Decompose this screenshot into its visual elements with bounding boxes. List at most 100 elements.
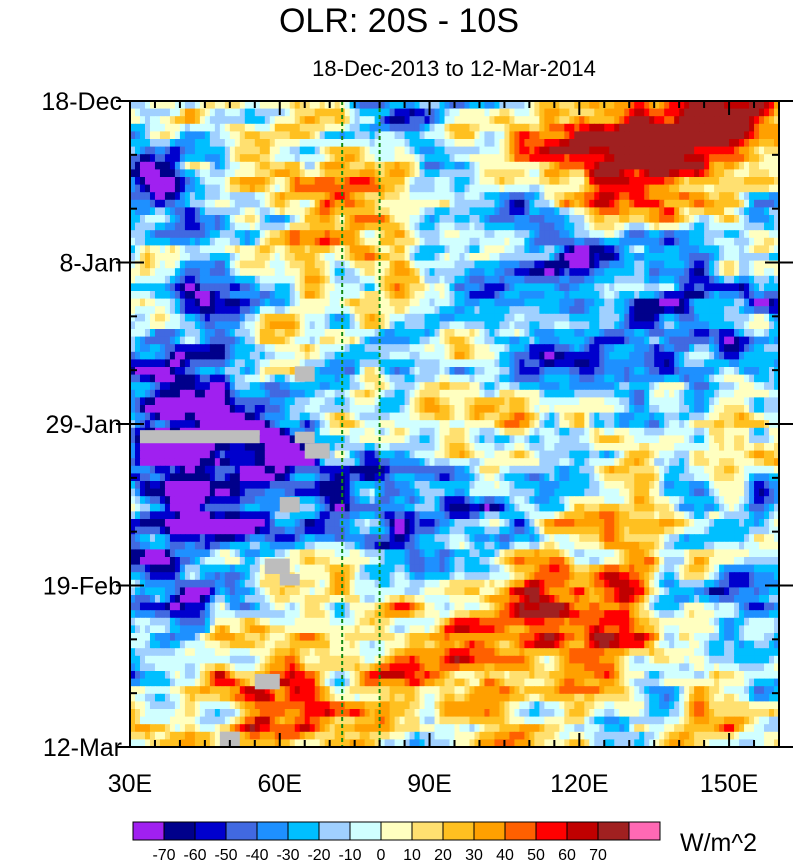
heatmap-cell: [484, 108, 491, 117]
heatmap-cell: [739, 207, 745, 216]
heatmap-cell: [254, 389, 261, 398]
heatmap-cell: [754, 306, 760, 315]
heatmap-cell: [574, 260, 580, 269]
heatmap-cell: [659, 161, 665, 170]
heatmap-cell: [519, 329, 525, 338]
heatmap-cell: [574, 215, 580, 224]
heatmap-cell: [349, 146, 356, 155]
heatmap-cell: [474, 382, 481, 391]
heatmap-cell: [394, 199, 401, 208]
heatmap-cell: [209, 382, 216, 391]
heatmap-cell: [194, 268, 201, 277]
heatmap-cell: [364, 329, 371, 338]
heatmap-cell: [259, 268, 266, 277]
heatmap-cell: [694, 336, 700, 345]
heatmap-cell: [489, 222, 496, 231]
heatmap-cell: [694, 275, 700, 284]
heatmap-cell: [219, 184, 226, 193]
heatmap-cell: [384, 177, 391, 186]
heatmap-cell: [579, 192, 585, 201]
heatmap-cell: [389, 291, 396, 300]
heatmap-cell: [619, 237, 625, 246]
heatmap-cell: [514, 336, 520, 345]
heatmap-cell: [524, 321, 530, 330]
heatmap-cell: [239, 169, 246, 178]
heatmap-cell: [564, 139, 570, 148]
heatmap-cell: [494, 169, 501, 178]
heatmap-cell: [559, 275, 565, 284]
heatmap-cell: [169, 192, 176, 201]
heatmap-cell: [164, 169, 171, 178]
heatmap-cell: [709, 177, 715, 186]
heatmap-cell: [449, 321, 456, 330]
heatmap-cell: [764, 313, 770, 322]
heatmap-cell: [374, 230, 381, 239]
heatmap-cell: [374, 177, 381, 186]
heatmap-cell: [459, 382, 466, 391]
heatmap-cell: [559, 154, 565, 163]
heatmap-cell: [259, 306, 266, 315]
heatmap-cell: [709, 139, 715, 148]
heatmap-cell: [549, 146, 555, 155]
heatmap-cell: [759, 253, 765, 262]
heatmap-cell: [130, 207, 136, 216]
heatmap-cell: [424, 222, 431, 231]
heatmap-cell: [299, 177, 306, 186]
heatmap-cell: [189, 253, 196, 262]
heatmap-cell: [759, 291, 765, 300]
heatmap-cell: [529, 222, 535, 231]
heatmap-cell: [284, 367, 291, 376]
heatmap-cell: [199, 154, 206, 163]
heatmap-cell: [539, 351, 545, 360]
heatmap-cell: [564, 321, 570, 330]
heatmap-cell: [469, 237, 476, 246]
heatmap-cell: [614, 154, 620, 163]
heatmap-cell: [659, 336, 665, 345]
heatmap-cell: [244, 146, 251, 155]
heatmap-cell: [314, 207, 321, 216]
heatmap-cell: [149, 306, 156, 315]
heatmap-cell: [524, 367, 530, 376]
heatmap-cell: [244, 199, 251, 208]
heatmap-cell: [724, 222, 730, 231]
heatmap-cell: [534, 245, 540, 254]
heatmap-cell: [759, 359, 765, 368]
heatmap-cell: [649, 329, 655, 338]
heatmap-cell: [189, 215, 196, 224]
heatmap-cell: [359, 351, 366, 360]
heatmap-cell: [474, 108, 481, 117]
heatmap-cell: [689, 367, 695, 376]
heatmap-cell: [204, 389, 211, 398]
heatmap-cell: [244, 374, 251, 383]
heatmap-cell: [239, 268, 246, 277]
heatmap-cell: [499, 215, 506, 224]
heatmap-cell: [459, 329, 466, 338]
heatmap-cell: [589, 192, 595, 201]
heatmap-cell: [429, 237, 436, 246]
heatmap-cell: [399, 108, 406, 117]
heatmap-cell: [714, 108, 720, 117]
heatmap-cell: [729, 123, 735, 132]
heatmap-cell: [384, 131, 391, 140]
heatmap-cell: [354, 245, 361, 254]
heatmap-cell: [699, 283, 705, 292]
heatmap-cell: [239, 101, 246, 110]
heatmap-cell: [274, 389, 281, 398]
heatmap-cell: [324, 161, 331, 170]
heatmap-cell: [584, 344, 590, 353]
heatmap-cell: [634, 169, 640, 178]
heatmap-cell: [734, 139, 740, 148]
heatmap-cell: [624, 154, 630, 163]
heatmap-cell: [729, 351, 735, 360]
heatmap-cell: [439, 123, 446, 132]
heatmap-cell: [609, 275, 615, 284]
heatmap-cell: [654, 374, 660, 383]
heatmap-cell: [154, 161, 161, 170]
heatmap-cell: [384, 344, 391, 353]
heatmap-cell: [719, 161, 725, 170]
heatmap-cell: [754, 123, 760, 132]
heatmap-cell: [389, 207, 396, 216]
heatmap-cell: [739, 199, 745, 208]
heatmap-cell: [384, 199, 391, 208]
heatmap-cell: [139, 336, 146, 345]
